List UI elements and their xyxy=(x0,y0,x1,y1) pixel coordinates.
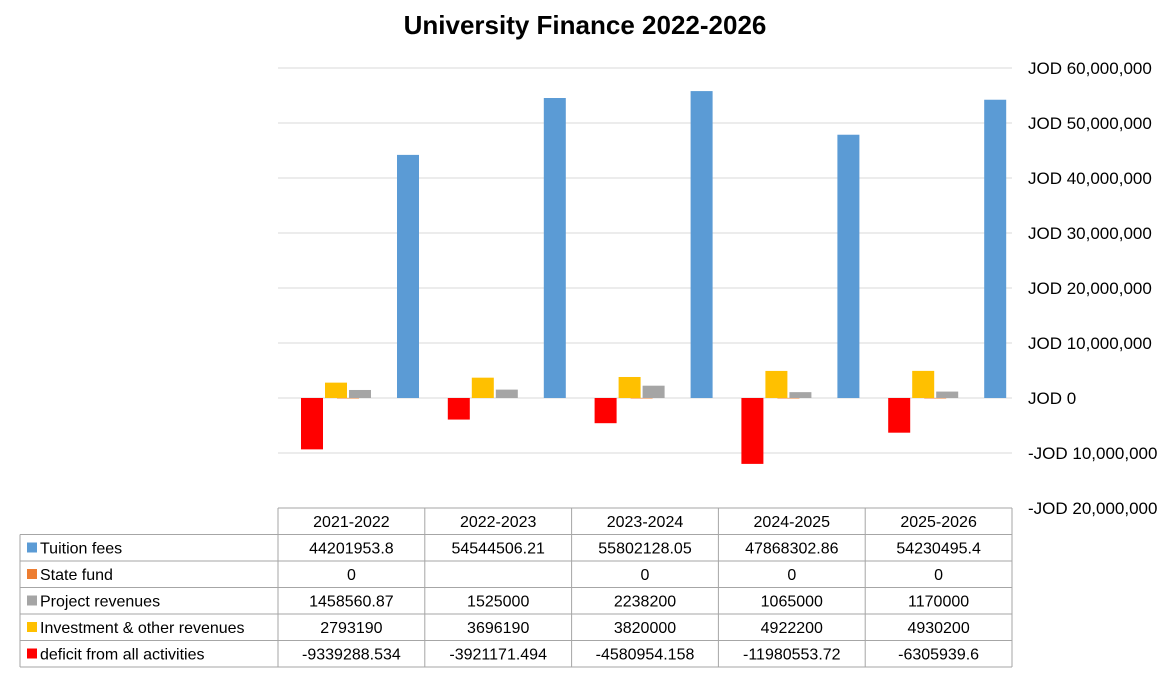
table-cell-value: 55802128.05 xyxy=(598,541,692,558)
series-name: deficit from all activities xyxy=(40,647,205,664)
table-cell-value: 47868302.86 xyxy=(745,541,839,558)
table-cell-value: 4930200 xyxy=(907,620,969,637)
y-tick-label: JOD 0 xyxy=(1028,389,1076,408)
category-label: 2022-2023 xyxy=(460,514,537,531)
table-cell-value: 44201953.8 xyxy=(309,541,394,558)
bar-tuition-fees xyxy=(837,134,860,398)
y-tick-label: JOD 40,000,000 xyxy=(1028,169,1152,188)
y-tick-label: JOD 10,000,000 xyxy=(1028,334,1152,353)
table-cell-value: 0 xyxy=(787,567,796,584)
table-cell-value: 0 xyxy=(347,567,356,584)
bar-tuition-fees xyxy=(984,99,1007,399)
legend-swatch xyxy=(27,542,37,553)
bar-deficit-from-all-activities xyxy=(741,398,764,464)
category-label: 2025-2026 xyxy=(900,514,977,531)
bar-state-fund xyxy=(777,398,800,399)
table-cell-value: -9339288.534 xyxy=(302,647,401,664)
table-cell-value: -11980553.72 xyxy=(743,647,841,664)
bar-project-revenues xyxy=(789,392,812,398)
y-tick-label: JOD 30,000,000 xyxy=(1028,224,1152,243)
series-name: Tuition fees xyxy=(40,541,122,558)
bar-deficit-from-all-activities xyxy=(594,398,617,424)
bar-investment-other-revenues xyxy=(912,370,935,398)
bar-state-fund xyxy=(924,398,947,399)
series-name: State fund xyxy=(40,567,113,584)
bar-tuition-fees xyxy=(690,91,713,399)
bar-investment-other-revenues xyxy=(325,382,347,398)
bar-investment-other-revenues xyxy=(618,376,641,398)
bar-investment-other-revenues xyxy=(471,377,494,398)
table-cell-value: 54544506.21 xyxy=(451,541,545,558)
chart-title: University Finance 2022-2026 xyxy=(403,10,767,40)
legend-swatch xyxy=(27,648,37,659)
bar-state-fund xyxy=(630,398,653,399)
series-name: Project revenues xyxy=(40,594,160,611)
table-cell-value: 1525000 xyxy=(467,594,529,611)
table-cell-value: 1458560.87 xyxy=(309,594,394,611)
bar-tuition-fees xyxy=(543,98,566,398)
bar-deficit-from-all-activities xyxy=(447,398,470,420)
table-cell-value: 1170000 xyxy=(908,594,969,611)
bar-state-fund xyxy=(337,398,359,399)
bar-investment-other-revenues xyxy=(765,370,788,398)
bar-deficit-from-all-activities xyxy=(301,398,323,450)
series-name: Investment & other revenues xyxy=(40,620,245,637)
bar-project-revenues xyxy=(936,391,959,398)
bar-tuition-fees xyxy=(397,154,419,398)
legend-swatch xyxy=(27,569,37,579)
table-cell-value: 4922200 xyxy=(761,620,823,637)
table-cell-value: 1065000 xyxy=(761,594,823,611)
y-tick-label: -JOD 20,000,000 xyxy=(1028,499,1157,518)
table-cell-value: -3921171.494 xyxy=(449,647,547,664)
bar-project-revenues xyxy=(495,389,518,398)
table-cell-value: 2238200 xyxy=(614,594,676,611)
table-cell-value: 0 xyxy=(934,567,943,584)
table-cell-value: -6305939.6 xyxy=(898,647,979,664)
bar-deficit-from-all-activities xyxy=(888,398,911,433)
table-cell-value: 3696190 xyxy=(467,620,529,637)
bar-project-revenues xyxy=(642,385,665,398)
legend-swatch xyxy=(27,622,37,632)
table-cell-value: 3820000 xyxy=(614,620,676,637)
category-label: 2023-2024 xyxy=(607,514,684,531)
legend-swatch xyxy=(27,595,37,606)
y-tick-label: JOD 50,000,000 xyxy=(1028,114,1152,133)
y-tick-label: JOD 60,000,000 xyxy=(1028,59,1152,78)
category-label: 2021-2022 xyxy=(313,514,390,531)
category-label: 2024-2025 xyxy=(754,514,831,531)
table-cell-value: -4580954.158 xyxy=(596,647,695,664)
bar-project-revenues xyxy=(349,389,371,398)
table-cell-value: 54230495.4 xyxy=(896,541,981,558)
table-cell-value: 0 xyxy=(641,567,650,584)
table-cell-value: 2793190 xyxy=(320,620,382,637)
y-tick-label: JOD 20,000,000 xyxy=(1028,279,1152,298)
y-tick-label: -JOD 10,000,000 xyxy=(1028,444,1157,463)
